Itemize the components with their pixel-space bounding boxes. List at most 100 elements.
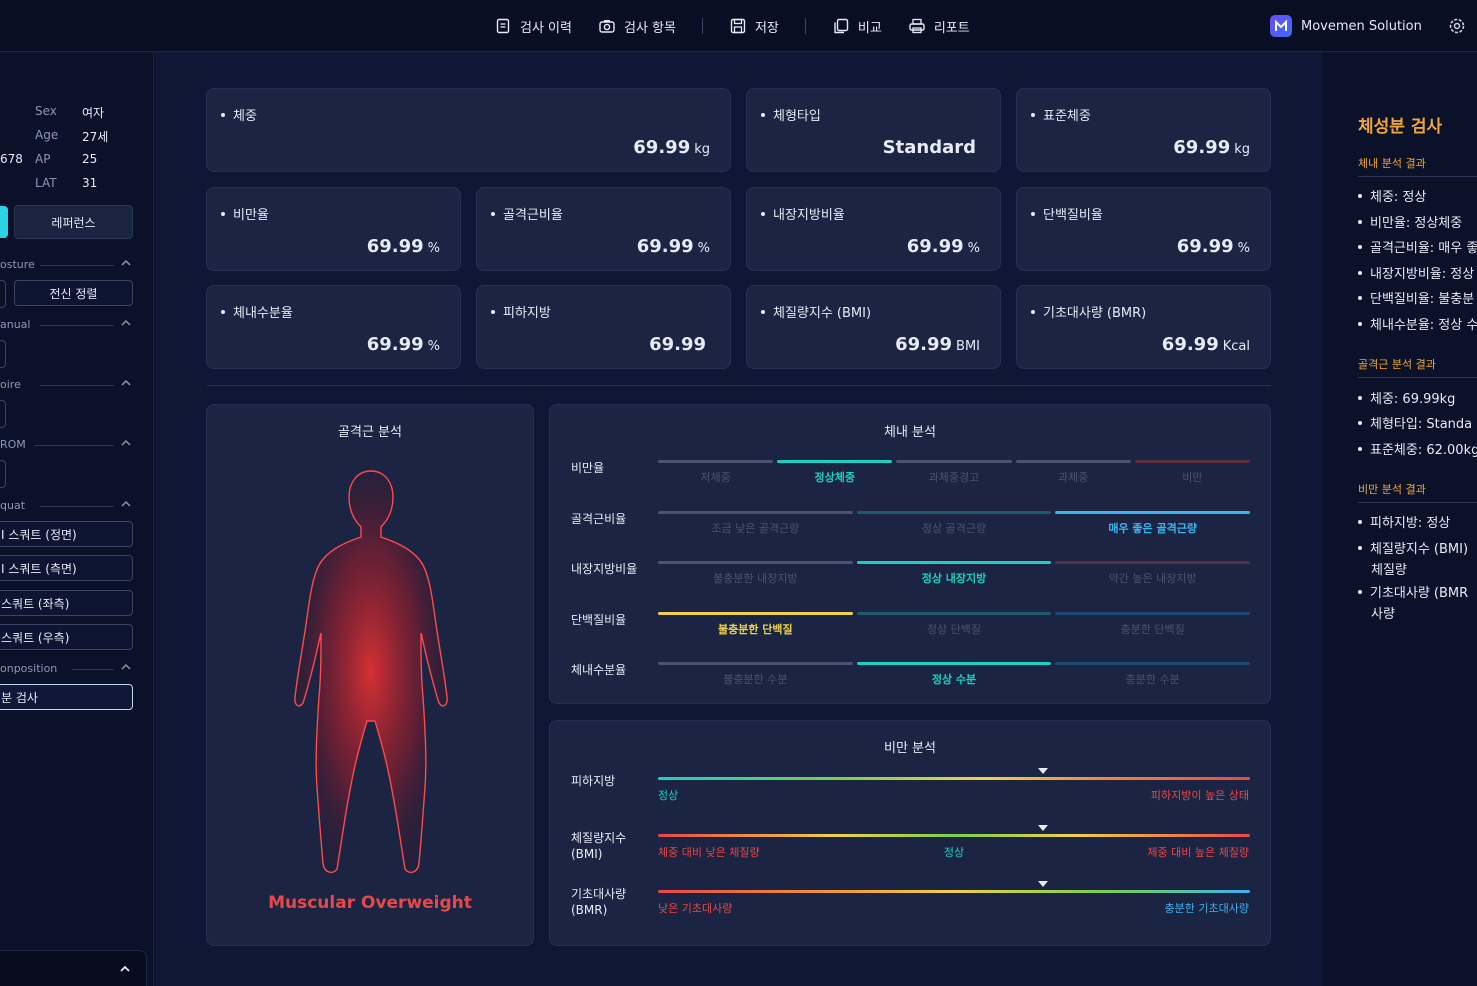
report-label: 리포트 <box>933 20 970 36</box>
chevron-up-icon[interactable] <box>120 377 132 389</box>
obesity-range-label: 낮은 기초대사량 <box>658 902 733 915</box>
obesity-result-title: 비만 분석 결과 <box>1358 483 1426 496</box>
moire-option-stub[interactable] <box>0 400 6 428</box>
full-alignment-button[interactable]: 전신 정렬 <box>14 280 133 306</box>
squat-side-button[interactable]: I 스쿼트 (측면) <box>0 555 133 581</box>
metric-value: 69.99% <box>907 236 980 257</box>
body-range-segment <box>658 561 853 564</box>
metric-label: 체내수분율 <box>221 302 293 321</box>
section-divider <box>1358 502 1477 503</box>
gear-icon[interactable] <box>1447 16 1467 36</box>
camera-icon <box>599 20 615 33</box>
test-items-button[interactable]: 검사 항목 <box>598 17 676 36</box>
result-item-continued: 사량 <box>1371 607 1395 622</box>
history-button[interactable]: 검사 이력 <box>494 17 572 36</box>
metric-label: 비만율 <box>221 204 269 223</box>
top-bar: 검사 이력 검사 항목 저장 비교 리포트 Movemen Solution <box>0 0 1477 52</box>
result-item: 피하지방: 정상 <box>1358 515 1450 532</box>
body-range-segment <box>896 460 1012 463</box>
body-row-label: 단백질비율 <box>571 612 627 627</box>
metric-label: 체형타입 <box>761 105 821 124</box>
result-item: 골격근비율: 매우 좋 <box>1358 240 1477 257</box>
metric-value: 69.99 BMI <box>895 334 980 355</box>
chevron-up-icon[interactable] <box>118 962 132 976</box>
ap-value: 25 <box>82 152 98 166</box>
squat-front-button[interactable]: I 스쿼트 (정면) <box>0 521 133 547</box>
obesity-range-label: 체중 대비 높은 체질량 <box>1147 845 1249 859</box>
body-analysis-panel: 체내 분석 비만율 저체중 정상체중 과체중경고 과체중 비만 골격근비율 조금 낮은 골격근… <box>549 404 1271 704</box>
manual-section-header[interactable]: anual <box>0 318 140 332</box>
body-range-label: 충분한 단백질 <box>1120 622 1185 636</box>
section-divider <box>34 445 114 446</box>
moire-section-header[interactable]: oire <box>0 378 140 392</box>
body-range-label: 비만 <box>1182 471 1203 484</box>
save-button[interactable]: 저장 <box>729 17 779 36</box>
body-range-segment <box>658 611 853 615</box>
body-row-label: 골격근비율 <box>571 511 627 526</box>
posture-section-header[interactable]: osture <box>0 258 140 272</box>
compare-button[interactable]: 비교 <box>832 17 882 36</box>
body-row-label: 비만율 <box>571 461 605 475</box>
body-row-label: 내장지방비율 <box>571 562 638 576</box>
obesity-row-label: (BMR) <box>571 903 608 917</box>
lat-label: LAT <box>35 176 57 190</box>
metric-value: Standard <box>883 137 980 158</box>
squat-section-header[interactable]: quat <box>0 499 140 513</box>
metric-number: 69.99 <box>366 334 424 355</box>
metric-label: 피하지방 <box>491 302 551 321</box>
body-range-label: 매우 좋은 골격근량 <box>1108 521 1197 535</box>
obesity-row-label: 피하지방 <box>571 774 616 788</box>
body-range-segment <box>777 460 893 463</box>
manual-option-stub[interactable] <box>0 340 6 368</box>
lat-value: 31 <box>82 176 98 190</box>
section-divider <box>1358 176 1477 177</box>
save-icon <box>730 18 746 34</box>
reference-indicator[interactable] <box>0 206 8 238</box>
rom-section-header[interactable]: ROM <box>0 438 140 452</box>
posture-option-stub[interactable] <box>0 280 6 308</box>
chevron-up-icon[interactable] <box>120 437 132 449</box>
metric-number: 69.99 <box>1161 334 1219 355</box>
skeletal-result-title: 골격근 분석 결과 <box>1358 358 1436 371</box>
metric-number: 69.99 <box>906 236 964 257</box>
chevron-up-icon[interactable] <box>120 498 132 510</box>
squat-right-button[interactable]: 스쿼트 (우측) <box>0 624 133 650</box>
metric-value: 69.99 <box>649 334 710 355</box>
brand-name: Movemen Solution <box>1301 18 1422 34</box>
brand: Movemen Solution <box>1270 15 1422 37</box>
body-range-label: 조금 낮은 골격근량 <box>711 521 800 535</box>
metric-number: 69.99 <box>1176 236 1234 257</box>
reference-button[interactable]: 레퍼런스 <box>14 205 133 239</box>
metric-value: 69.99 Kcal <box>1162 334 1250 355</box>
body-range-label: 불충분한 내장지방 <box>713 572 798 585</box>
obesity-range-label: 체중 대비 낮은 체질량 <box>658 845 760 859</box>
manual-section-label: anual <box>0 318 31 331</box>
body-range-label: 과체중 <box>1058 471 1089 484</box>
top-nav: 검사 이력 검사 항목 저장 비교 리포트 <box>494 0 996 52</box>
composition-section-header[interactable]: onposition <box>0 662 140 676</box>
metric-unit: % <box>697 241 710 256</box>
result-item: 체형타입: Standa <box>1358 416 1472 433</box>
squat-left-button[interactable]: 스쿼트 (좌측) <box>0 590 133 616</box>
obesity-gradient-bar <box>658 890 1250 893</box>
result-item: 체내수분율: 정상 수 <box>1358 317 1477 334</box>
moire-section-label: oire <box>0 378 21 391</box>
result-item: 내장지방비율: 정상 <box>1358 266 1474 283</box>
section-divider <box>40 506 114 507</box>
skeletal-panel-title: 골격근 분석 <box>338 425 402 440</box>
chevron-up-icon[interactable] <box>120 661 132 673</box>
metric-label: 단백질비율 <box>1031 204 1103 223</box>
chevron-up-icon[interactable] <box>120 257 132 269</box>
section-divider <box>72 669 114 670</box>
body-panel-title: 체내 분석 <box>884 425 936 440</box>
body-composition-button[interactable]: 분 검사 <box>0 684 133 710</box>
body-range-segment <box>856 611 1052 615</box>
result-panel-title: 체성분 검사 <box>1358 117 1443 137</box>
body-silhouette-icon <box>294 470 448 874</box>
rom-option-stub[interactable] <box>0 460 6 488</box>
report-button[interactable]: 리포트 <box>908 17 970 36</box>
metric-unit: kg <box>694 142 710 157</box>
metric-card-skeletal-muscle: 골격근비율 69.99% <box>476 187 731 271</box>
chevron-up-icon[interactable] <box>120 317 132 329</box>
result-item: 단백질비율: 불충분 <box>1358 291 1474 308</box>
